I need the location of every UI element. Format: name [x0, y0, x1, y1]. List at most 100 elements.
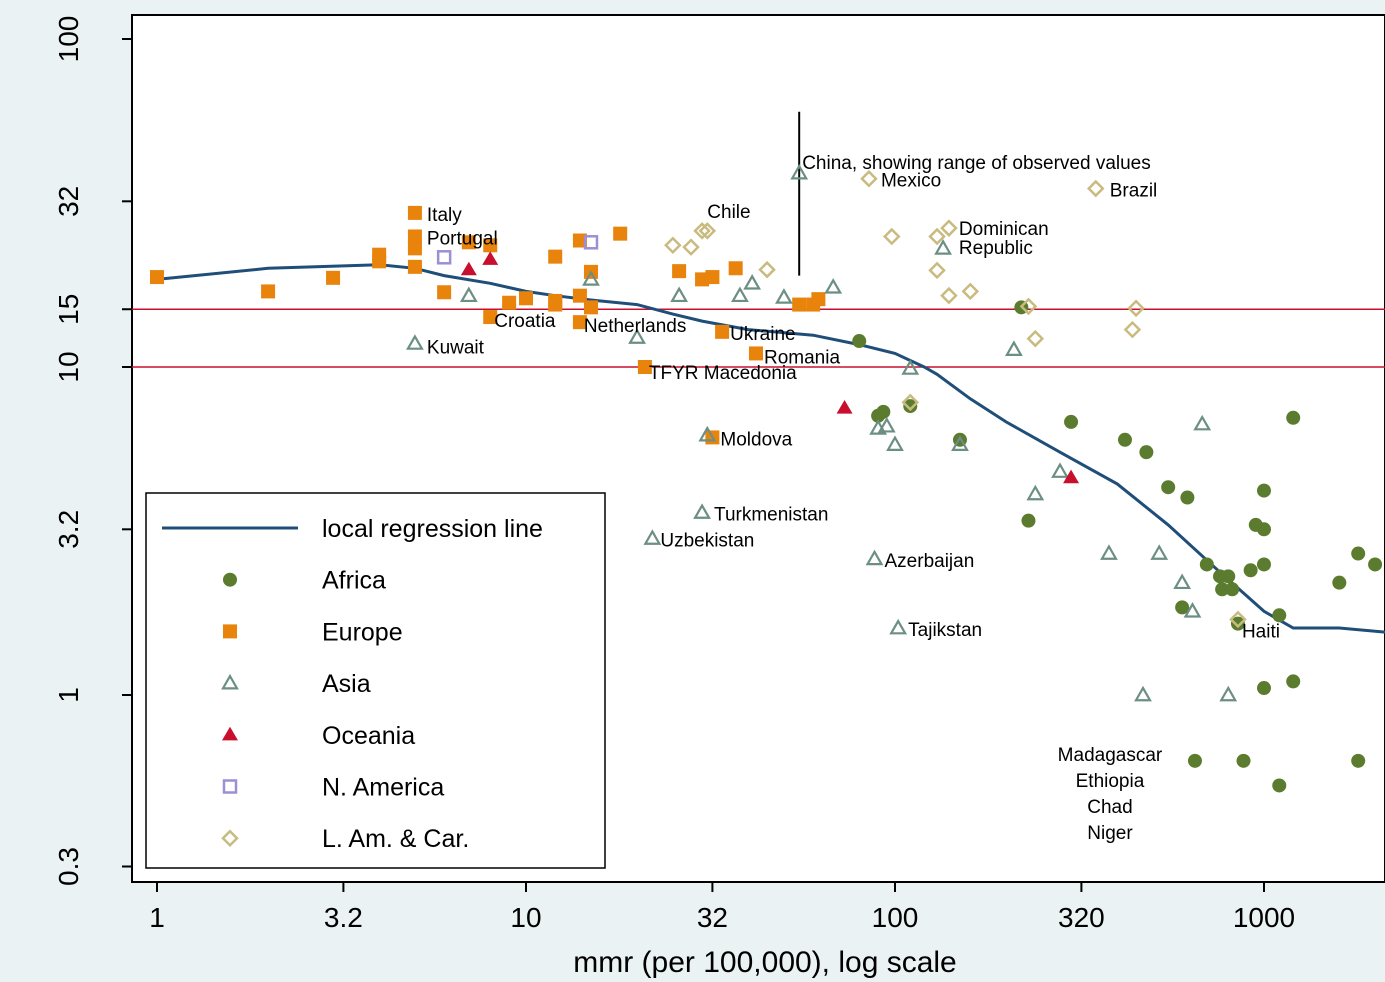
asia-point — [951, 435, 969, 451]
europe-point — [728, 261, 743, 276]
europe-point — [572, 233, 587, 248]
asia-point — [743, 274, 762, 290]
africa-point — [1225, 582, 1240, 597]
l-am-car-point — [664, 236, 682, 255]
asia-point — [869, 419, 888, 435]
l-am-car-point — [1229, 610, 1247, 629]
l-am-car-point — [682, 238, 700, 256]
asia-point — [865, 549, 884, 566]
europe-point — [407, 229, 422, 244]
legend-oceania-symbol — [222, 726, 238, 741]
asia-point — [1193, 414, 1212, 431]
europe-point — [326, 270, 341, 285]
x-tick-label: 320 — [1058, 902, 1105, 933]
point-label: Netherlands — [584, 316, 686, 337]
africa-point — [1272, 608, 1287, 623]
africa-point — [1139, 445, 1154, 460]
africa-point — [1257, 483, 1271, 498]
europe-point — [548, 293, 563, 308]
l-am-car-point — [693, 222, 711, 240]
asia-point — [1005, 340, 1023, 356]
africa-point — [1021, 513, 1036, 528]
africa-point — [1257, 557, 1271, 572]
legend-asia-symbol — [221, 673, 239, 690]
asia-point — [886, 435, 904, 451]
point-label: Dominican — [959, 219, 1049, 240]
l-am-car-point — [1019, 297, 1038, 316]
africa-point — [1161, 480, 1176, 495]
point-label: China, showing range of observed values — [802, 153, 1151, 174]
europe-point — [637, 360, 652, 374]
asia-point — [406, 334, 424, 350]
asia-point — [1150, 544, 1169, 560]
europe-point — [437, 285, 452, 300]
legend-africa-symbol — [223, 572, 237, 587]
l-am-car-point — [1123, 320, 1142, 339]
l-am-car-point — [1026, 329, 1045, 348]
point-label: Brazil — [1110, 181, 1158, 202]
l-am-car-point — [882, 227, 901, 246]
africa-point — [1257, 522, 1271, 537]
africa-point — [1180, 490, 1195, 505]
asia-point — [901, 359, 920, 375]
legend-n-america-symbol — [222, 779, 238, 794]
point-label: Italy — [427, 205, 462, 226]
l-am-car-point — [928, 227, 946, 246]
africa-point — [1064, 414, 1079, 429]
x-tick-label: 10 — [510, 902, 541, 933]
y-tick-label: 32 — [53, 186, 84, 217]
point-label: Ukraine — [730, 324, 795, 345]
x-tick-label: 1 — [149, 902, 165, 933]
europe-point — [811, 292, 826, 307]
asia-point — [1173, 573, 1192, 590]
y-tick-label: 1 — [53, 687, 84, 703]
asia-point — [693, 503, 711, 519]
europe-point — [792, 297, 807, 312]
europe-point — [672, 264, 687, 279]
point-label: TFYR Macedonia — [649, 363, 797, 384]
africa-point — [1230, 616, 1245, 631]
l-am-car-point — [860, 169, 878, 188]
x-tick-label: 1000 — [1233, 902, 1295, 933]
asia-point — [628, 328, 646, 344]
l-am-car-point — [940, 286, 958, 305]
l-am-car-point — [698, 222, 717, 240]
asia-point — [1134, 685, 1152, 702]
point-label: Azerbaijan — [885, 551, 975, 572]
point-label: Turkmenistan — [714, 505, 828, 526]
l-am-car-point — [901, 393, 920, 412]
data-points — [150, 163, 1383, 793]
africa-point — [876, 404, 891, 419]
europe-point — [572, 288, 587, 303]
africa-point — [1332, 575, 1347, 590]
legend: local regression line Africa Europe Asia Oce… — [145, 492, 606, 869]
x-tick-label: 32 — [697, 902, 728, 933]
point-label: Mexico — [881, 171, 941, 192]
legend-oceania-label: Oceania — [322, 722, 415, 750]
point-label: Portugal — [427, 228, 498, 249]
point-label: Madagascar — [1058, 745, 1163, 766]
point-label: Haiti — [1242, 621, 1280, 642]
africa-point — [1236, 753, 1251, 768]
asia-point — [824, 278, 843, 294]
europe-point — [461, 235, 476, 250]
legend-n-america-label: N. America — [322, 774, 444, 802]
europe-point — [715, 324, 730, 339]
europe-point — [705, 270, 720, 285]
europe-point — [372, 254, 387, 269]
legend-europe-label: Europe — [322, 618, 403, 646]
europe-point — [407, 259, 422, 274]
europe-point — [548, 249, 563, 264]
asia-point — [1219, 685, 1238, 702]
oceania-point — [460, 261, 477, 276]
point-label: Ethiopia — [1076, 771, 1145, 792]
asia-point — [731, 286, 749, 303]
l-am-car-point — [940, 219, 958, 237]
africa-point — [1286, 410, 1301, 425]
africa-point — [1175, 600, 1190, 615]
point-label: Tajikstan — [908, 620, 982, 641]
point-label: Uzbekistan — [660, 531, 754, 552]
y-tick-label: 0.3 — [53, 847, 84, 886]
